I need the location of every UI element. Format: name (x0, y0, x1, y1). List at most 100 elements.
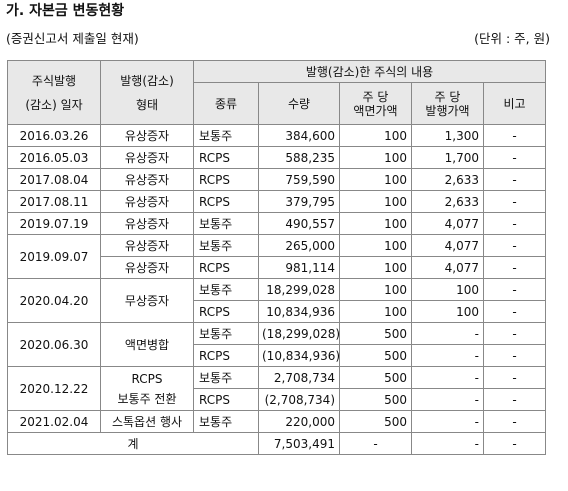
cell-type: 유상증자 (100, 146, 194, 169)
cell-note: - (482, 278, 547, 301)
cell-type: 유상증자 (100, 168, 194, 191)
cell-quantity: 759,590 (258, 168, 340, 191)
cell-type: 유상증자 (100, 212, 194, 235)
cell-quantity: 265,000 (258, 234, 340, 257)
table-row: 2020.06.30 액면병합 보통주 (18,299,028) 500 - - (7, 322, 547, 367)
cell-issue-price: 1,300 (411, 124, 484, 147)
header-issue-price-line2: 발행가액 (425, 103, 470, 118)
cell-note: - (482, 410, 547, 433)
cell-kind: 보통주 (193, 212, 259, 235)
cell-issue-price: - (411, 322, 484, 345)
cell-quantity: 588,235 (258, 146, 340, 169)
cell-quantity: (18,299,028) (258, 322, 340, 345)
cell-par-value: 500 (339, 410, 412, 433)
capital-change-table: 주식발행 (감소) 일자 발행(감소) 형태 발행(감소)한 주식의 내용 종류… (7, 60, 547, 455)
cell-quantity: 490,557 (258, 212, 340, 235)
table-row: 2017.08.11 유상증자 RCPS 379,795 100 2,633 - (7, 190, 547, 213)
cell-type: 유상증자 (100, 124, 194, 147)
total-note: - (482, 432, 547, 455)
cell-issue-price: - (411, 410, 484, 433)
cell-type: RCPS 보통주 전환 (100, 366, 194, 411)
cell-note: - (482, 388, 547, 411)
header-par-value-line2: 액면가액 (353, 103, 398, 118)
cell-issue-price: 2,633 (411, 168, 484, 191)
cell-date: 2019.09.07 (7, 234, 101, 279)
cell-kind: 보통주 (193, 322, 259, 345)
cell-note: - (482, 344, 547, 367)
cell-date: 2020.12.22 (7, 366, 101, 411)
cell-note: - (482, 366, 547, 389)
total-quantity: 7,503,491 (258, 432, 340, 455)
cell-note: - (482, 300, 547, 323)
header-issue-date-line2: (감소) 일자 (25, 97, 83, 112)
cell-quantity: 220,000 (258, 410, 340, 433)
cell-note: - (482, 168, 547, 191)
cell-type-line1: RCPS (131, 371, 163, 386)
cell-note: - (482, 256, 547, 279)
cell-note: - (482, 190, 547, 213)
cell-kind: RCPS (193, 388, 259, 411)
table-row: 2016.03.26 유상증자 보통주 384,600 100 1,300 - (7, 124, 547, 147)
unit-note: (단위 : 주, 원) (474, 31, 550, 46)
cell-par-value: 100 (339, 212, 412, 235)
header-issue-type: 발행(감소) 형태 (100, 60, 194, 125)
cell-issue-price: 4,077 (411, 256, 484, 279)
cell-kind: 보통주 (193, 366, 259, 389)
section-title: 가. 자본금 변동현황 (6, 3, 125, 19)
cell-date: 2020.06.30 (7, 322, 101, 367)
table-row: 2016.05.03 유상증자 RCPS 588,235 100 1,700 - (7, 146, 547, 169)
cell-par-value: 500 (339, 322, 412, 345)
header-par-value: 주 당 액면가액 (339, 82, 412, 125)
cell-kind: RCPS (193, 344, 259, 367)
cell-date: 2020.04.20 (7, 278, 101, 323)
cell-kind: RCPS (193, 256, 259, 279)
cell-date: 2017.08.04 (7, 168, 101, 191)
cell-type: 무상증자 (100, 278, 194, 323)
cell-par-value: 100 (339, 278, 412, 301)
cell-kind: 보통주 (193, 234, 259, 257)
cell-date: 2017.08.11 (7, 190, 101, 213)
table-row: 2020.12.22 RCPS 보통주 전환 보통주 2,708,734 500… (7, 366, 547, 411)
cell-issue-price: 4,077 (411, 212, 484, 235)
cell-par-value: 100 (339, 146, 412, 169)
table-row: 2020.04.20 무상증자 보통주 18,299,028 100 100 - (7, 278, 547, 323)
cell-issue-price: 4,077 (411, 234, 484, 257)
cell-issue-price: - (411, 388, 484, 411)
cell-date: 2016.05.03 (7, 146, 101, 169)
cell-quantity: 2,708,734 (258, 366, 340, 389)
table-row: 2017.08.04 유상증자 RCPS 759,590 100 2,633 - (7, 168, 547, 191)
cell-issue-price: 1,700 (411, 146, 484, 169)
cell-par-value: 100 (339, 124, 412, 147)
header-kind: 종류 (193, 82, 259, 125)
cell-par-value: 500 (339, 344, 412, 367)
cell-quantity: 10,834,936 (258, 300, 340, 323)
as-of-note: (증권신고서 제출일 현재) (6, 31, 139, 46)
cell-quantity: 384,600 (258, 124, 340, 147)
cell-note: - (482, 322, 547, 345)
total-issue-price: - (411, 432, 484, 455)
cell-quantity: (2,708,734) (258, 388, 340, 411)
cell-kind: 보통주 (193, 278, 259, 301)
header-issue-date: 주식발행 (감소) 일자 (7, 60, 101, 125)
cell-par-value: 100 (339, 256, 412, 279)
cell-kind: RCPS (193, 168, 259, 191)
header-note: 비고 (482, 82, 547, 125)
cell-note: - (482, 234, 547, 257)
cell-date: 2021.02.04 (7, 410, 101, 433)
cell-kind: RCPS (193, 300, 259, 323)
cell-par-value: 100 (339, 234, 412, 257)
cell-date: 2019.07.19 (7, 212, 101, 235)
cell-date: 2016.03.26 (7, 124, 101, 147)
table-row: 2019.07.19 유상증자 보통주 490,557 100 4,077 - (7, 212, 547, 235)
header-issue-price: 주 당 발행가액 (411, 82, 484, 125)
header-stock-details: 발행(감소)한 주식의 내용 (192, 60, 547, 83)
header-issue-date-line1: 주식발행 (31, 73, 77, 88)
cell-issue-price: 2,633 (411, 190, 484, 213)
table-row: RCPS 10,834,936 100 100 - (8, 300, 547, 323)
total-par-value: - (339, 432, 412, 455)
total-row: 계 7,503,491 - - - (7, 432, 547, 455)
cell-par-value: 100 (339, 168, 412, 191)
cell-type: 유상증자 (100, 256, 194, 279)
cell-kind: 보통주 (193, 124, 259, 147)
cell-issue-price: 100 (411, 278, 484, 301)
